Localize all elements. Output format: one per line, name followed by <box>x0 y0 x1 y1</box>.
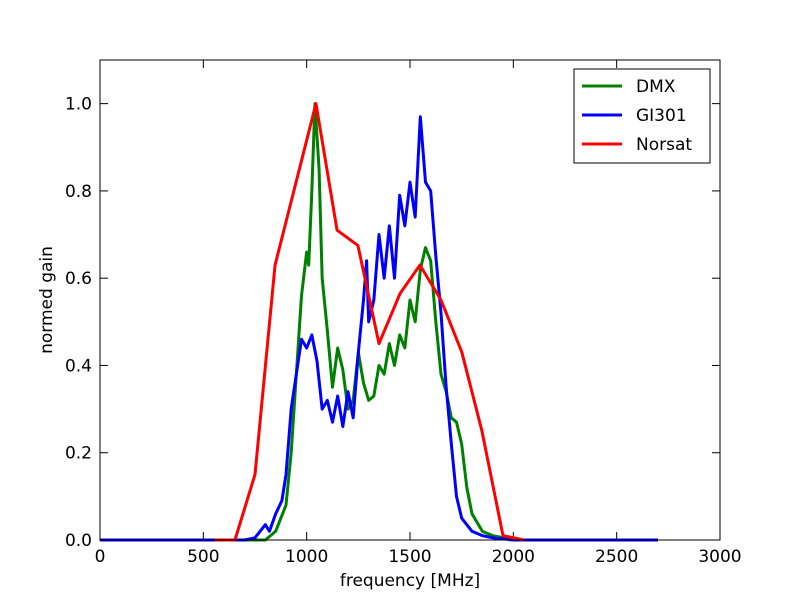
x-tick-label: 3000 <box>698 547 741 567</box>
y-axis-label: normed gain <box>37 246 57 354</box>
y-tick-label: 0.8 <box>65 182 92 202</box>
x-tick-label: 0 <box>95 547 106 567</box>
series-line <box>214 102 525 542</box>
series-line <box>100 102 658 542</box>
y-tick-label: 0.4 <box>65 356 92 376</box>
legend-label: Norsat <box>636 135 692 155</box>
plot-frame <box>99 59 721 541</box>
legend-label: GI301 <box>636 106 687 126</box>
x-tick-label: 2500 <box>595 547 638 567</box>
x-tick-label: 1500 <box>388 547 431 567</box>
x-tick-label: 500 <box>187 547 219 567</box>
x-axis-label: frequency [MHz] <box>340 571 480 591</box>
y-tick-label: 0.6 <box>65 269 92 289</box>
x-tick-label: 2000 <box>492 547 535 567</box>
legend-label: DMX <box>636 77 676 97</box>
y-tick-label: 0.2 <box>65 444 92 464</box>
y-tick-label: 1.0 <box>65 95 92 115</box>
x-tick-label: 1000 <box>285 547 328 567</box>
y-tick-label: 0.0 <box>65 531 92 551</box>
